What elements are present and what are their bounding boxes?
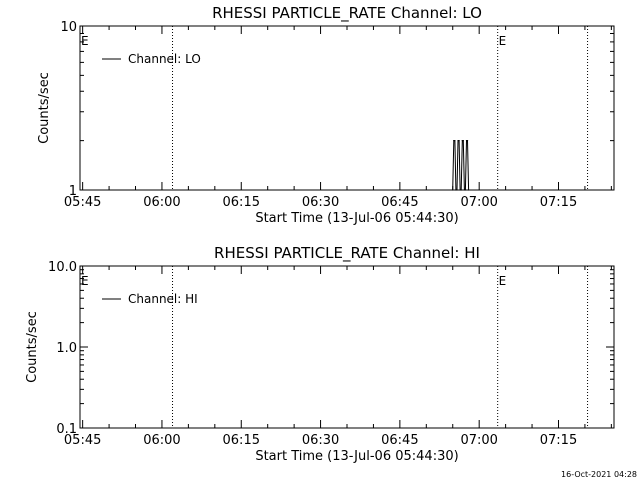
panel-1-data-point-0-3	[455, 189, 457, 191]
panel-2-x-tick-label-5: 07:00	[460, 433, 497, 448]
panel-1-data-point-0-10	[462, 140, 464, 142]
panel-1-title: RHESSI PARTICLE_RATE Channel: LO	[212, 4, 482, 23]
panel-2-x-tick-label-3: 06:30	[302, 433, 339, 448]
panel-2-legend-label: Channel: HI	[128, 292, 198, 306]
panel-1-x-tick-label-1: 06:00	[143, 195, 180, 210]
panel-1-left-marker-label: E	[81, 34, 89, 48]
panel-1-data-point-0-4	[456, 189, 458, 191]
panel-1-data-point-0-5	[457, 140, 459, 142]
panel-2-left-marker-label: E	[81, 274, 89, 288]
panel-2-y-tick-label-1: 1.0	[56, 341, 77, 356]
panel-1-data-point-0-14	[466, 140, 469, 142]
panel-2-title: RHESSI PARTICLE_RATE Channel: HI	[214, 244, 480, 263]
panel-2-y-tick-label-0: 10.0	[48, 260, 77, 275]
panel-1-data-point-0-11	[463, 189, 465, 191]
panel-1-plot-frame	[79, 25, 615, 191]
panel-1-data-point-0-12	[464, 189, 467, 191]
panel-2-x-axis-label: Start Time (13-Jul-06 05:44:30)	[255, 449, 458, 464]
panel-1-y-axis-label: Counts/sec	[37, 72, 52, 144]
panel-1-x-tick-label-6: 07:15	[540, 195, 577, 210]
panel-1-y-tick-label-0: 10	[60, 20, 77, 35]
panel-2-y-axis-label: Counts/sec	[25, 311, 40, 383]
panel-2-plot-frame	[79, 265, 615, 429]
panel-2-vertical-marker-label-1: E	[499, 274, 507, 288]
panel-1-data-point-0-8	[460, 189, 462, 191]
panel-2-x-tick-label-4: 06:45	[381, 433, 418, 448]
panel-1-legend-label: Channel: LO	[128, 52, 201, 66]
panel-1-data-point-0-13	[465, 140, 468, 142]
panel-1-x-tick-label-4: 06:45	[381, 195, 418, 210]
panel-1-vertical-marker-label-1: E	[499, 34, 507, 48]
panel-1-data-point-0-6	[458, 140, 460, 142]
panel-2-x-tick-label-2: 06:15	[223, 433, 260, 448]
panel-1-x-tick-label-2: 06:15	[223, 195, 260, 210]
panel-2-x-tick-label-1: 06:00	[143, 433, 180, 448]
panel-1-x-axis-label: Start Time (13-Jul-06 05:44:30)	[255, 211, 458, 226]
panel-2-x-tick-label-0: 05:45	[64, 433, 101, 448]
panel-1-y-tick-label-1: 1	[69, 184, 77, 199]
panel-1-series-line-0	[452, 140, 470, 191]
panel-1-x-tick-label-3: 06:30	[302, 195, 339, 210]
panel-1-x-tick-label-0: 05:45	[64, 195, 101, 210]
panel-1-data-point-0-9	[461, 140, 463, 142]
panel-1-data-point-0-0	[452, 189, 454, 191]
panel-1-x-tick-label-5: 07:00	[460, 195, 497, 210]
panel-1-data-point-0-2	[454, 140, 456, 142]
panel-1-data-point-0-1	[453, 140, 455, 142]
panel-1-data-point-0-15	[468, 189, 470, 191]
panel-2-x-tick-label-6: 07:15	[540, 433, 577, 448]
footer-timestamp: 16-Oct-2021 04:28	[561, 470, 637, 479]
panel-1-data-point-0-7	[459, 189, 461, 191]
panel-2-y-tick-label-2: 0.1	[56, 422, 77, 437]
